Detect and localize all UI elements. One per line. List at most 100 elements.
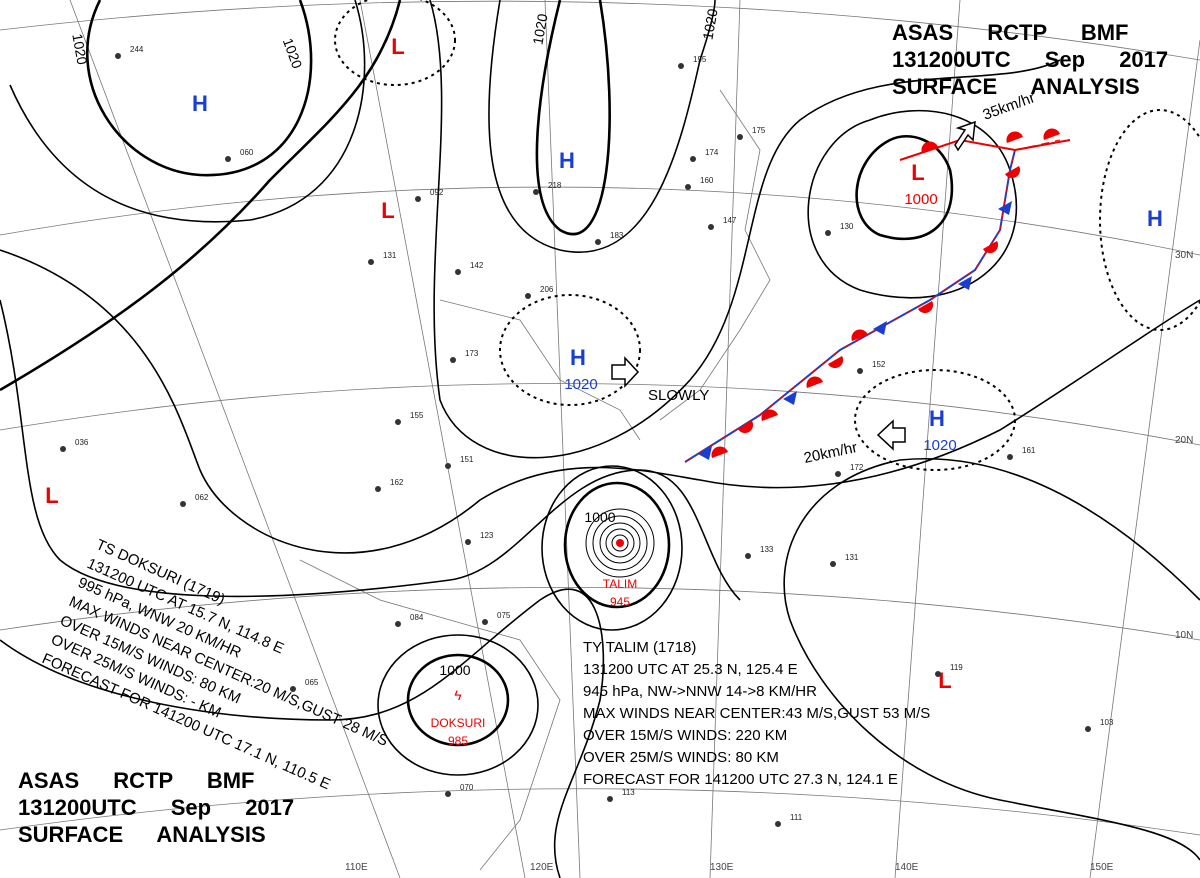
grid-label: 120E: [530, 862, 554, 873]
station-value: 075: [497, 611, 511, 620]
header-line: 131200UTC Sep 2017: [892, 47, 1168, 72]
station-value: 036: [75, 438, 89, 447]
station-dot: [690, 156, 696, 162]
motion-arrow: [954, 120, 976, 152]
grid-label: 140E: [895, 862, 919, 873]
grid-label: 30N: [1175, 250, 1193, 261]
front-triangle: [783, 391, 797, 405]
station-dot: [290, 686, 296, 692]
station-dot: [1007, 454, 1013, 460]
station-value: 244: [130, 45, 144, 54]
center-pressure: 1020: [564, 376, 597, 393]
typhoon-name: DOKSURI: [431, 716, 486, 730]
front-semicircle: [1005, 166, 1021, 179]
station-dot: [678, 63, 684, 69]
header-line: SURFACE ANALYSIS: [18, 822, 266, 847]
center-pressure: 1020: [923, 437, 956, 454]
station-value: 172: [850, 463, 864, 472]
front-semicircle: [918, 301, 934, 314]
station-dot: [525, 293, 531, 299]
station-dot: [395, 621, 401, 627]
station-dot: [835, 471, 841, 477]
station-dot: [180, 501, 186, 507]
front-semicircle: [983, 241, 999, 254]
typhoon-info-line: 131200 UTC AT 25.3 N, 125.4 E: [583, 661, 798, 678]
pressure-center: L: [381, 198, 394, 223]
station-dot: [455, 269, 461, 275]
station-value: 092: [430, 188, 444, 197]
station-value: 147: [723, 216, 737, 225]
station-dot: [450, 357, 456, 363]
typhoon-pressure: 945: [610, 595, 630, 609]
station-value: 065: [305, 678, 319, 687]
station-dot: [745, 553, 751, 559]
station-value: 103: [1100, 718, 1114, 727]
grid-label: 110E: [345, 862, 368, 873]
typhoon-pressure: 985: [448, 734, 468, 748]
station-value: 151: [460, 455, 474, 464]
station-dot: [395, 419, 401, 425]
station-dot: [225, 156, 231, 162]
station-dot: [445, 791, 451, 797]
station-value: 113: [622, 788, 635, 797]
lat-30n: [0, 186, 1200, 256]
front-semicircle: [738, 421, 754, 434]
front-semicircle: [851, 329, 868, 341]
grid-label: 130E: [710, 862, 734, 873]
station-value: 060: [240, 148, 254, 157]
station-value: 142: [470, 261, 484, 270]
station-value: 152: [872, 360, 886, 369]
station-dot: [857, 368, 863, 374]
station-dot: [825, 230, 831, 236]
pressure-center: H: [570, 345, 586, 370]
front-semicircle: [806, 376, 823, 388]
grid-label: 10N: [1175, 630, 1193, 641]
station-value: 119: [950, 663, 963, 672]
station-value: 130: [840, 222, 854, 231]
station-dot: [775, 821, 781, 827]
pressure-center: L: [391, 34, 404, 59]
station-value: 161: [1022, 446, 1036, 455]
front-semicircle: [1006, 131, 1023, 143]
station-dot: [482, 619, 488, 625]
station-dot: [935, 671, 941, 677]
station-dot: [1085, 726, 1091, 732]
station-value: 155: [410, 411, 424, 420]
station-dot: [830, 561, 836, 567]
station-value: 070: [460, 783, 474, 792]
station-value: 111: [790, 813, 803, 822]
typhoon-info-line: OVER 25M/S WINDS: 80 KM: [583, 749, 779, 766]
station-dot: [685, 184, 691, 190]
motion-label: SLOWLY: [648, 387, 709, 404]
station-dot: [737, 134, 743, 140]
isobar-label: 1020: [699, 7, 720, 41]
station-dot: [533, 189, 539, 195]
station-dot: [375, 486, 381, 492]
typhoon-info-line: TY TALIM (1718): [583, 639, 696, 656]
station-dot: [445, 463, 451, 469]
station-value: 218: [548, 181, 562, 190]
station-value: 084: [410, 613, 424, 622]
station-dot: [607, 796, 613, 802]
pressure-center: L: [45, 483, 58, 508]
station-value: 174: [705, 148, 719, 157]
motion-arrow: [611, 356, 640, 388]
station-value: 133: [760, 545, 774, 554]
lat-10n: [0, 586, 1200, 641]
front-triangle: [873, 321, 887, 335]
station-value: 160: [700, 176, 714, 185]
typhoon-info-line: FORECAST FOR 141200 UTC 27.3 N, 124.1 E: [583, 771, 898, 788]
isobar-label: 1020: [529, 12, 550, 46]
station-value: 175: [752, 126, 766, 135]
front-triangle: [698, 446, 712, 460]
grid-label: 20N: [1175, 435, 1193, 446]
fronts: [684, 128, 1071, 463]
header-line: ASAS RCTP BMF: [18, 768, 255, 793]
center-pressure: 1000: [904, 191, 937, 208]
front-semicircle: [761, 409, 778, 421]
header-line: 131200UTC Sep 2017: [18, 795, 294, 820]
front-semicircle: [921, 141, 938, 153]
